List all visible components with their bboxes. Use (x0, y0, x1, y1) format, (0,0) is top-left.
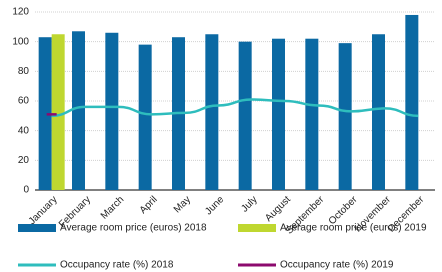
legend-swatch (18, 224, 56, 232)
x-tick-label: May (172, 194, 193, 215)
legend-label: Occupancy rate (%) 2018 (60, 260, 174, 271)
x-tick-label: August (263, 194, 293, 224)
y-tick-label: 0 (23, 185, 29, 196)
bar (51, 34, 65, 190)
bar (305, 38, 319, 191)
legend-label: Occupancy rate (%) 2019 (280, 260, 394, 271)
y-tick-label: 120 (12, 7, 29, 18)
x-tick-label: March (99, 194, 126, 221)
y-tick-label: 40 (18, 125, 30, 136)
y-tick-label: 80 (18, 66, 30, 77)
bar (338, 43, 352, 191)
x-tick-label: April (138, 194, 160, 216)
bar (272, 38, 285, 191)
bar (38, 37, 52, 190)
x-tick-label: June (203, 194, 226, 217)
x-tick-label: July (239, 194, 259, 214)
bar (72, 31, 85, 191)
bar (372, 34, 385, 190)
bar (205, 34, 219, 190)
legend-label: Average room price (euros) 2019 (280, 223, 427, 234)
y-tick-label: 100 (12, 36, 29, 47)
bar (238, 41, 252, 190)
bar (105, 32, 119, 191)
bar (405, 14, 419, 191)
bar (138, 44, 152, 191)
line (51, 98, 419, 118)
y-tick-label: 20 (18, 155, 30, 166)
x-tick-label: January (27, 194, 60, 227)
legend-swatch (238, 224, 276, 232)
y-tick-label: 60 (18, 96, 30, 107)
legend-label: Average room price (euros) 2018 (60, 223, 207, 234)
